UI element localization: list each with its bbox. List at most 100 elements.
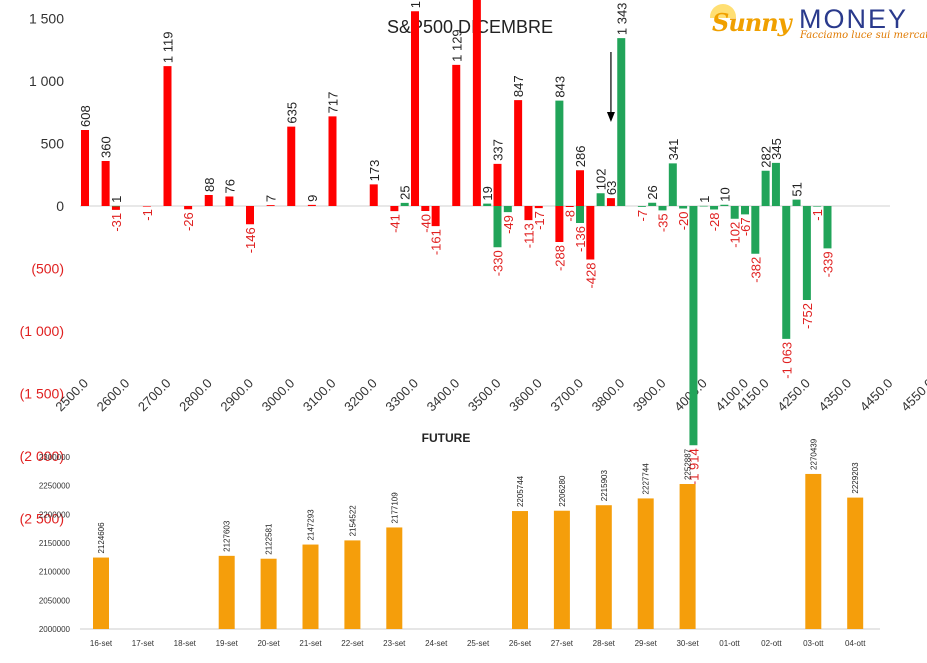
data-label: 10: [717, 187, 732, 201]
data-label: 102: [594, 169, 609, 191]
bar-green: [648, 202, 657, 206]
bar: [805, 473, 822, 629]
data-label: 76: [222, 179, 237, 193]
bar-red: [328, 116, 337, 206]
bar: [302, 544, 319, 629]
bar-red: [101, 161, 110, 206]
bar-red: [576, 170, 584, 206]
bar-green: [493, 206, 502, 248]
bar-green: [483, 203, 492, 206]
data-label: -146: [243, 227, 258, 253]
x-tick-label: 4250.0: [774, 376, 813, 415]
data-label: 173: [367, 160, 382, 182]
data-label: 843: [552, 76, 567, 98]
data-label: 341: [666, 139, 681, 161]
bar-red: [142, 206, 151, 207]
bar-green: [658, 206, 667, 211]
data-label: 1: [697, 196, 712, 203]
data-label: 1 558: [408, 0, 423, 8]
x-tick-label: 3900.0: [630, 376, 669, 415]
data-label: 2147293: [307, 509, 316, 541]
data-label: 63: [604, 181, 619, 195]
data-label: 608: [78, 105, 93, 127]
data-label: 2177109: [390, 492, 399, 524]
y-tick-label: (2 000): [20, 448, 64, 464]
bar-red: [287, 126, 296, 206]
bar-green: [710, 206, 719, 210]
bar-red: [246, 206, 254, 225]
bar-green: [503, 206, 512, 213]
future-chart: FUTURE 2300000 2250000 2200000 2150000 210000…: [39, 431, 880, 648]
data-label: 2270439: [809, 438, 818, 470]
data-label: -35: [656, 213, 671, 232]
bar-green: [400, 202, 409, 206]
x-tick-label: 23-set: [383, 639, 406, 648]
bar-red: [307, 204, 316, 206]
data-label: 2252887: [684, 448, 693, 480]
chart-title: FUTURE: [422, 431, 471, 445]
y-tick-label: 2050000: [39, 596, 71, 605]
data-label: -1 914: [686, 448, 701, 485]
data-label: 345: [769, 138, 784, 160]
x-tick-label: 04-ott: [845, 639, 866, 648]
y-tick-label: 2250000: [39, 482, 71, 491]
data-label: 1: [109, 196, 124, 203]
data-label: 717: [326, 92, 341, 114]
data-label: 360: [99, 136, 114, 158]
x-tick-label: 3300.0: [382, 376, 421, 415]
data-label: 9: [305, 195, 320, 202]
x-tick-label: 22-set: [341, 639, 364, 648]
y-tick-label: (1 000): [20, 323, 64, 339]
x-tick-label: 01-ott: [719, 639, 740, 648]
data-label: 88: [202, 178, 217, 192]
data-label: -339: [821, 251, 836, 277]
bar-green: [576, 206, 584, 223]
bar-red: [431, 206, 440, 227]
chart-title: S&P500 DICEMBRE: [387, 17, 553, 37]
y-tick-label: (2 500): [20, 511, 64, 527]
data-label: -428: [583, 263, 598, 289]
data-label: 282: [759, 146, 774, 168]
bar-green: [751, 206, 760, 254]
bar-green: [699, 205, 708, 207]
bar-green: [596, 193, 605, 206]
bar-red: [472, 0, 481, 206]
data-label: -26: [181, 212, 196, 231]
data-label: 2215903: [600, 470, 609, 502]
bar-red: [606, 198, 615, 206]
x-tick-label: 2900.0: [217, 376, 256, 415]
bar-red: [111, 206, 120, 210]
bar-red: [390, 206, 399, 212]
x-tick-label: 3200.0: [341, 376, 380, 415]
x-tick-label: 3000.0: [259, 376, 298, 415]
bar-red: [565, 206, 574, 207]
data-label: 2124606: [97, 522, 106, 554]
bar-red: [555, 206, 564, 242]
brand-name-sunny: Sunny: [712, 8, 792, 37]
x-tick-label: 3800.0: [589, 376, 628, 415]
bar-red: [586, 206, 595, 260]
data-label: -102: [728, 222, 743, 248]
data-label: 2154522: [348, 505, 357, 537]
data-label: -40: [418, 214, 433, 233]
x-tick-label: 2600.0: [94, 376, 133, 415]
bar-green: [720, 204, 729, 206]
data-label: -31: [109, 213, 124, 232]
bar-green: [637, 206, 646, 207]
x-tick-label: 17-set: [132, 639, 155, 648]
x-tick-label: 28-set: [593, 639, 616, 648]
data-label: -67: [738, 217, 753, 236]
data-label: -1: [810, 209, 825, 221]
x-tick-label: 4550.0: [898, 376, 927, 415]
x-tick-label: 3700.0: [547, 376, 586, 415]
data-label: 337: [491, 139, 506, 161]
data-label: -17: [532, 211, 547, 230]
bar-red: [369, 184, 378, 206]
sun-icon: [710, 4, 736, 18]
bar: [595, 505, 612, 629]
bar-red: [411, 11, 419, 206]
x-tick-label: 26-set: [509, 639, 532, 648]
x-tick-label: 3100.0: [300, 376, 339, 415]
bar-red: [534, 206, 543, 209]
